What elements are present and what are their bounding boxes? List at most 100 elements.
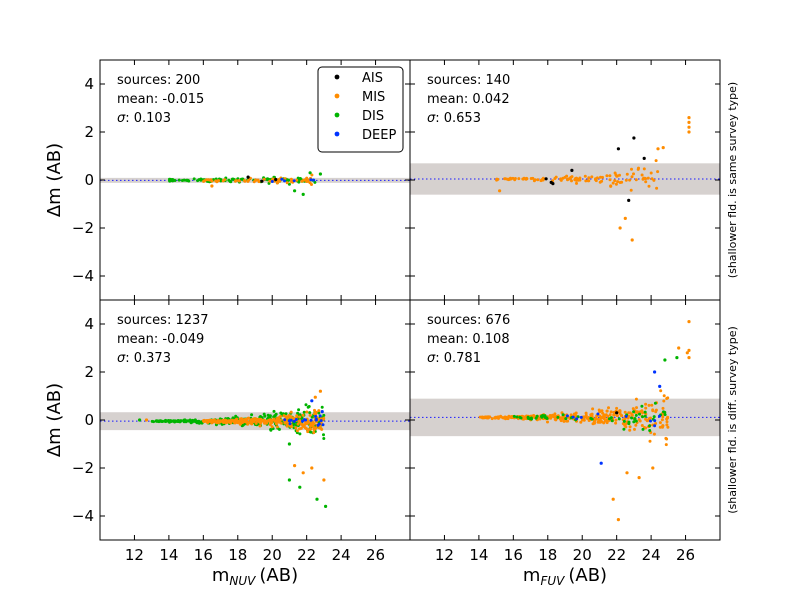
data-point <box>560 416 564 420</box>
data-point <box>569 413 573 417</box>
data-point <box>565 419 569 423</box>
ylabel-bottom: Δm (AB) <box>44 383 65 457</box>
data-point <box>664 443 668 447</box>
data-point <box>513 177 517 180</box>
data-point <box>529 177 533 180</box>
data-point <box>685 351 689 355</box>
stat-mean: mean: 0.108 <box>427 332 510 347</box>
data-point <box>177 420 181 423</box>
data-point <box>246 175 250 179</box>
data-point <box>318 172 322 176</box>
data-point <box>226 419 230 423</box>
data-point <box>292 179 296 183</box>
data-point <box>650 403 654 407</box>
data-point <box>199 177 203 181</box>
data-point <box>318 426 321 430</box>
x-tick-label: 20 <box>573 546 592 564</box>
data-point <box>511 176 515 180</box>
data-point <box>169 419 173 423</box>
xlabel-nuv-unit: (AB) <box>259 565 298 586</box>
data-point <box>294 418 298 421</box>
panel-top-right: sources: 140 mean: 0.042 σ: 0.653 <box>409 59 721 301</box>
data-point <box>652 432 656 436</box>
data-point <box>302 410 306 414</box>
data-point <box>556 415 560 419</box>
data-point <box>570 168 574 172</box>
data-point <box>306 428 310 432</box>
data-point <box>651 408 655 412</box>
stat-sigma: σ: 0.653 <box>427 111 481 126</box>
data-point <box>309 427 313 431</box>
data-point <box>627 198 631 202</box>
data-point <box>623 410 627 414</box>
data-point <box>308 413 312 417</box>
data-point <box>651 466 655 470</box>
data-point <box>662 394 666 398</box>
data-point <box>205 419 209 423</box>
stat-sources: sources: 1237 <box>117 313 209 328</box>
data-point <box>214 179 218 183</box>
data-point <box>483 415 487 419</box>
data-point <box>687 125 691 129</box>
data-point <box>285 420 289 424</box>
data-point <box>552 415 556 419</box>
data-point <box>663 413 667 417</box>
y-tick-label: 0 <box>84 411 94 429</box>
data-point <box>317 409 321 413</box>
data-point <box>536 178 540 182</box>
sigma-value: : 0.373 <box>125 351 171 366</box>
data-point <box>661 406 665 410</box>
data-point <box>305 410 309 414</box>
data-point <box>275 181 279 185</box>
data-point <box>599 461 603 465</box>
data-point <box>504 177 508 181</box>
data-point <box>590 175 594 179</box>
data-point <box>308 411 312 415</box>
data-point <box>478 415 482 419</box>
data-point <box>235 417 239 421</box>
data-point <box>623 423 627 427</box>
data-point <box>631 407 635 411</box>
data-point <box>628 178 632 182</box>
data-point <box>525 177 529 181</box>
data-point <box>609 184 613 188</box>
data-point <box>644 180 648 184</box>
data-point <box>647 184 651 188</box>
data-point <box>551 182 555 186</box>
data-point <box>237 179 241 183</box>
data-point <box>187 419 191 423</box>
data-point <box>144 418 149 422</box>
data-point <box>247 178 251 182</box>
data-point <box>605 174 609 178</box>
data-point <box>287 478 291 482</box>
data-point <box>559 419 563 423</box>
data-point <box>310 173 314 177</box>
sigma-symbol: σ <box>427 111 436 126</box>
data-point <box>282 414 286 418</box>
data-point <box>641 427 645 431</box>
data-point <box>653 424 657 428</box>
data-point <box>658 414 661 418</box>
data-point <box>283 418 287 422</box>
data-point <box>617 417 621 421</box>
data-point <box>589 416 593 420</box>
data-point <box>586 416 590 420</box>
xlabel-nuv-sub: NUV <box>229 574 256 588</box>
data-point <box>544 177 548 181</box>
data-point <box>255 419 259 423</box>
xlabel-fuv-main: m <box>523 565 541 586</box>
data-point <box>228 420 232 424</box>
data-point <box>307 405 311 408</box>
data-point <box>240 418 243 422</box>
data-point <box>561 413 565 417</box>
y-tick-label: 4 <box>84 75 94 93</box>
data-point <box>605 409 609 413</box>
data-point <box>554 175 558 179</box>
data-point <box>241 420 245 424</box>
data-point <box>246 421 250 425</box>
data-point <box>565 174 569 178</box>
data-point <box>642 176 646 180</box>
data-point <box>505 416 509 419</box>
x-tick-label: 20 <box>263 546 282 564</box>
data-point <box>289 177 293 181</box>
